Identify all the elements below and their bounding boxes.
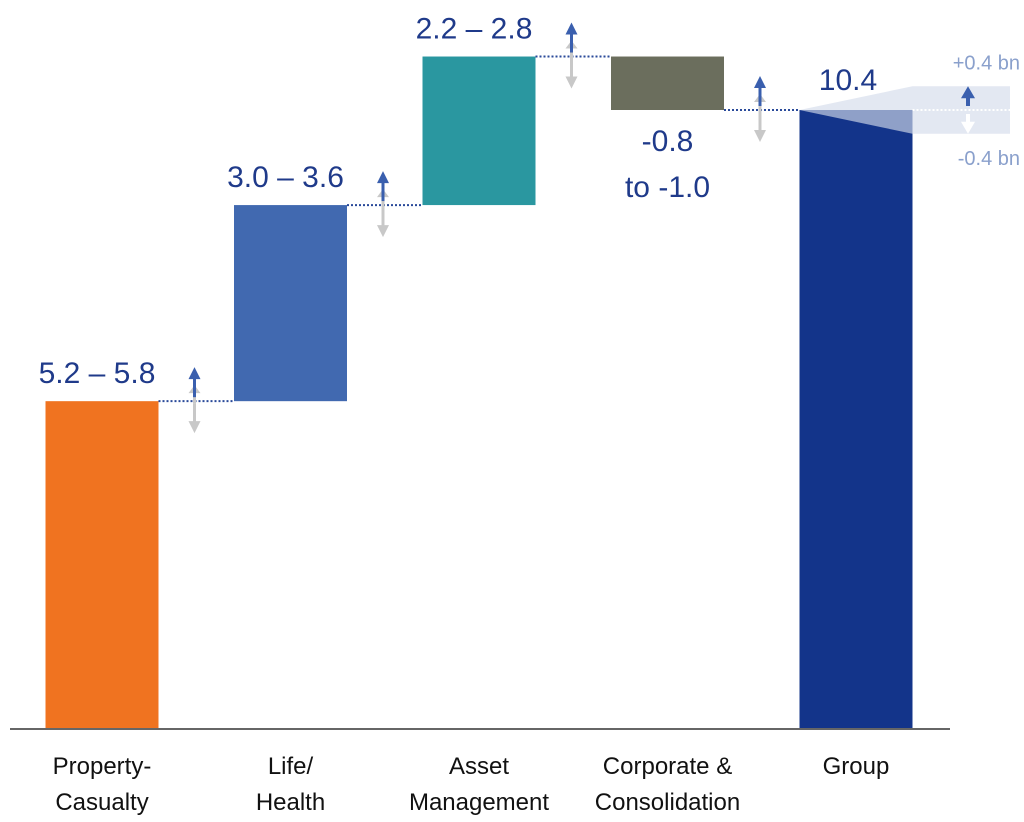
arrow-head [565, 76, 578, 89]
value-label-line: 5.2 – 5.8 [39, 357, 156, 390]
x-tick-label-line: Group [823, 753, 890, 780]
x-tick-label: Asset Management [409, 753, 549, 816]
x-tick-label-line: Life/ [268, 753, 314, 780]
value-label: -0.8 to -1.0 [625, 125, 710, 204]
value-label-line: -0.8 [642, 125, 694, 158]
value-label-line: 2.2 – 2.8 [416, 12, 533, 45]
value-label: 5.2 – 5.8 [39, 357, 156, 390]
x-tick-label-line: Property- [53, 753, 152, 780]
range-label: +0.4 bn [953, 53, 1020, 75]
value-label-line: 3.0 – 3.6 [227, 161, 344, 194]
x-tick-label: Group [823, 753, 890, 780]
bar [422, 56, 536, 206]
bar [799, 110, 913, 728]
bar [611, 56, 724, 110]
arrow-head [754, 130, 766, 142]
x-tick-label: Life/Health [256, 753, 325, 816]
bar [45, 401, 159, 728]
arrow-head [188, 367, 201, 380]
value-label: 3.0 – 3.6 [227, 161, 344, 194]
range-label: -0.4 bn [958, 148, 1020, 170]
arrow-head [754, 76, 766, 88]
x-tick-label-line: Health [256, 789, 325, 816]
arrow-head [188, 421, 201, 434]
x-tick-label-line: Corporate & [603, 753, 732, 780]
bar [234, 205, 347, 402]
x-tick-label-line: Management [409, 789, 549, 816]
x-tick-label-line: Asset [449, 753, 509, 780]
arrow-head [565, 22, 578, 35]
x-tick-label-line: Casualty [55, 789, 148, 816]
value-label: 10.4 [819, 64, 877, 97]
value-label-line: 10.4 [819, 64, 877, 97]
arrow-head [377, 171, 389, 184]
value-label: 2.2 – 2.8 [416, 12, 533, 45]
x-tick-label: Corporate & Consolidation [595, 753, 740, 816]
x-tick-label: Property- Casualty [53, 753, 152, 816]
x-tick-label-line: Consolidation [595, 789, 740, 816]
arrow-head [961, 121, 975, 134]
arrow-head [961, 86, 975, 99]
arrow-head [377, 225, 389, 238]
value-label-line: to -1.0 [625, 171, 710, 204]
range-wedge-inner [799, 110, 913, 134]
